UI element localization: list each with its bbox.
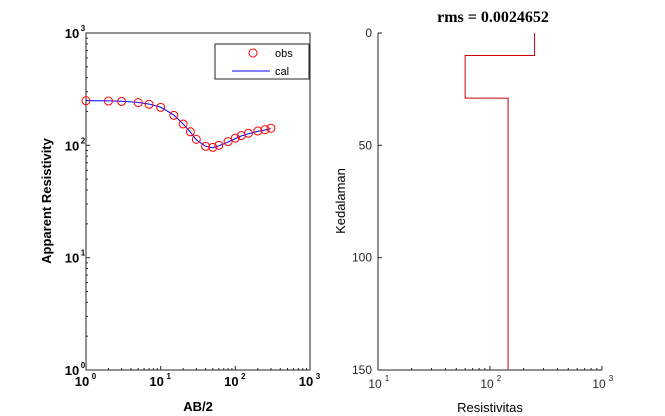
chart2-title: rms = 0.0024652 <box>437 9 549 26</box>
chart1-x-tick-exponent: 1 <box>166 372 171 381</box>
cal-series-line <box>85 100 272 149</box>
chart1-x-ticks: 10 0 10 1 10 2 10 3 <box>75 366 321 389</box>
chart2-y-axis-label: Kedalaman <box>333 168 348 234</box>
chart1-y-tick-exponent: 2 <box>81 136 86 145</box>
obs-point <box>223 137 233 147</box>
obs-point <box>144 99 154 109</box>
chart2-x-tick-label: 10 <box>480 377 494 391</box>
obs-point <box>117 96 127 106</box>
chart2-x-tick-label: 10 <box>368 377 382 391</box>
chart2-x-ticks: 10 1 10 2 10 3 <box>368 366 614 391</box>
obs-point <box>214 140 224 150</box>
obs-point <box>169 110 179 120</box>
legend-box <box>214 43 310 80</box>
chart1-y-tick-label: 10 <box>65 26 79 41</box>
chart1-series-lines <box>85 100 272 149</box>
chart1-y-tick-label: 10 <box>65 363 79 378</box>
chart2-x-axis-label: Resistivitas <box>457 400 523 415</box>
chart1-y-tick-exponent: 3 <box>81 24 86 33</box>
chart1-x-tick-exponent: 2 <box>241 372 246 381</box>
legend-obs-marker <box>248 48 258 58</box>
chart1-axes-box <box>85 32 311 371</box>
obs-point <box>243 128 253 138</box>
obs-point <box>260 125 270 135</box>
obs-point <box>81 96 91 106</box>
chart2-y-tick-label: 50 <box>359 138 373 152</box>
chart1-series-markers <box>81 96 276 152</box>
obs-point <box>230 133 240 143</box>
chart1-x-tick-label: 10 <box>75 374 89 389</box>
chart2-series-lines <box>464 33 536 370</box>
obs-point <box>253 126 263 136</box>
obs-point <box>201 141 211 151</box>
chart1-x-tick-exponent: 3 <box>316 372 321 381</box>
chart2-x-tick-exponent: 1 <box>385 374 390 383</box>
obs-point <box>156 102 166 112</box>
chart1-x-tick-label: 10 <box>224 374 238 389</box>
chart1-y-tick-label: 10 <box>65 138 79 153</box>
obs-point <box>208 142 218 152</box>
chart2-y-ticks: 0 50 100 150 <box>352 26 382 377</box>
chart1-x-tick-label: 10 <box>149 374 163 389</box>
chart1-x-axis-label: AB/2 <box>183 399 213 414</box>
chart2-y-tick-label: 0 <box>365 26 372 40</box>
chart2-x-tick-exponent: 2 <box>497 374 502 383</box>
chart1-y-tick-exponent: 0 <box>81 361 86 370</box>
chart2-x-tick-exponent: 3 <box>609 374 614 383</box>
obs-point <box>178 119 188 129</box>
obs-point <box>103 96 113 106</box>
obs-point <box>133 98 143 108</box>
obs-point <box>185 127 195 137</box>
chart1-y-tick-label: 10 <box>65 251 79 266</box>
obs-point <box>191 134 201 144</box>
chart1-y-tick-exponent: 1 <box>81 249 86 258</box>
chart2-y-tick-label: 100 <box>352 251 372 265</box>
legend-obs-label: obs <box>275 48 293 60</box>
chart1-x-tick-label: 10 <box>299 374 313 389</box>
chart1-y-axis-label: Apparent Resistivity <box>39 137 54 263</box>
chart1-legend: obs cal <box>214 43 310 80</box>
chart2-y-tick-label: 150 <box>352 363 372 377</box>
chart2-x-tick-label: 10 <box>592 377 606 391</box>
legend-cal-label: cal <box>275 66 289 78</box>
resistivity-model-line <box>464 33 536 370</box>
obs-point <box>266 123 276 133</box>
chart1-x-tick-exponent: 0 <box>92 372 97 381</box>
